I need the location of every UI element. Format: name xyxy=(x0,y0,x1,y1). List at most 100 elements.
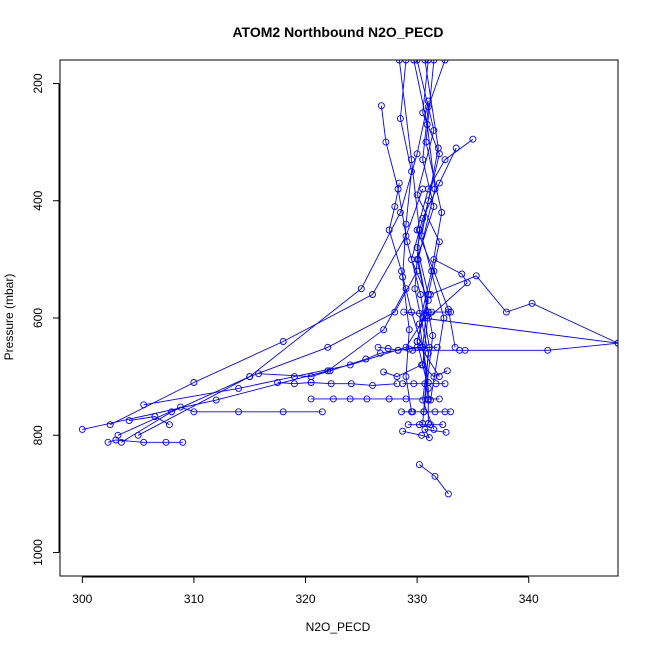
data-point xyxy=(404,421,412,429)
data-point xyxy=(369,381,376,389)
series-line-11 xyxy=(388,183,424,348)
x-axis: 300 310 320 330 340 xyxy=(72,576,539,606)
data-point xyxy=(420,408,428,416)
data-point xyxy=(418,232,426,240)
series-line-13 xyxy=(109,188,424,426)
data-point xyxy=(417,291,424,298)
y-axis: 200 400 600 800 1000 xyxy=(31,73,60,566)
data-point xyxy=(402,220,410,228)
data-point xyxy=(398,408,405,416)
data-point xyxy=(140,438,148,446)
data-point xyxy=(409,408,417,416)
data-point xyxy=(255,370,263,378)
data-point xyxy=(384,345,392,352)
data-point xyxy=(382,138,390,146)
data-point xyxy=(398,267,405,275)
data-point xyxy=(424,314,432,322)
data-point xyxy=(117,438,125,446)
series-line-27 xyxy=(403,311,451,314)
plot-area xyxy=(59,59,619,577)
data-point xyxy=(326,367,334,375)
chart-title: ATOM2 Northbound N2O_PECD xyxy=(232,24,443,40)
data-point xyxy=(435,395,443,403)
data-point xyxy=(329,395,337,403)
data-point xyxy=(429,332,437,340)
data-point xyxy=(441,60,449,64)
series-line-10 xyxy=(411,147,457,377)
series-line-12 xyxy=(137,100,429,436)
data-point xyxy=(190,408,198,416)
data-point xyxy=(430,373,438,381)
data-point xyxy=(447,408,455,416)
data-point xyxy=(430,60,438,64)
data-point xyxy=(385,226,393,234)
data-point xyxy=(106,421,114,429)
data-point xyxy=(409,346,417,354)
series-line-2 xyxy=(399,60,412,412)
data-point xyxy=(410,60,418,64)
data-point xyxy=(444,490,452,498)
data-point xyxy=(424,97,432,105)
data-point xyxy=(399,427,407,435)
data-point xyxy=(447,308,455,316)
data-point xyxy=(431,408,439,416)
plot-frame xyxy=(59,59,619,577)
data-point xyxy=(363,395,371,403)
data-point xyxy=(419,214,427,222)
data-point xyxy=(357,285,365,293)
data-point xyxy=(413,244,421,252)
data-point xyxy=(279,408,287,416)
data-point xyxy=(421,60,429,64)
data-point xyxy=(212,396,220,404)
data-point xyxy=(421,380,429,388)
x-tick-label: 300 xyxy=(72,592,92,606)
data-point xyxy=(347,380,355,388)
y-axis-label: Pressure (mbar) xyxy=(2,274,16,361)
data-point xyxy=(472,272,480,280)
data-point xyxy=(425,434,433,442)
data-point xyxy=(402,343,410,351)
data-point xyxy=(408,156,415,164)
data-point xyxy=(441,380,449,388)
data-point xyxy=(430,126,438,134)
data-point xyxy=(395,60,403,64)
data-point xyxy=(435,179,443,187)
data-point xyxy=(428,308,436,316)
data-point xyxy=(435,373,443,381)
data-point xyxy=(290,380,298,388)
data-point xyxy=(402,395,410,403)
y-tick-label: 600 xyxy=(31,308,45,328)
data-point xyxy=(405,326,413,334)
series-line-7 xyxy=(413,60,436,412)
data-point xyxy=(346,395,354,403)
data-point xyxy=(419,420,427,427)
series-line-20 xyxy=(277,382,398,386)
data-point xyxy=(419,185,427,193)
data-layer xyxy=(78,60,618,498)
data-point xyxy=(165,421,173,429)
series-line-31 xyxy=(402,428,447,439)
data-point xyxy=(469,135,477,143)
data-point xyxy=(528,299,536,307)
data-point xyxy=(502,308,510,316)
data-point xyxy=(190,379,198,386)
series-line-19 xyxy=(129,416,170,426)
data-point xyxy=(168,408,176,416)
data-point xyxy=(419,156,427,164)
data-point xyxy=(394,346,402,354)
data-point xyxy=(290,373,298,381)
data-point xyxy=(430,255,438,263)
data-point xyxy=(235,384,243,392)
data-point xyxy=(442,428,450,436)
data-point xyxy=(431,472,439,480)
y-tick-label: 200 xyxy=(31,73,45,93)
data-point xyxy=(434,144,442,152)
data-point xyxy=(441,156,449,164)
data-point xyxy=(274,379,282,386)
data-point xyxy=(391,203,399,211)
y-tick-label: 800 xyxy=(31,425,45,445)
series-line-25 xyxy=(422,275,618,344)
data-point xyxy=(430,267,438,275)
series-line-0 xyxy=(416,60,440,424)
